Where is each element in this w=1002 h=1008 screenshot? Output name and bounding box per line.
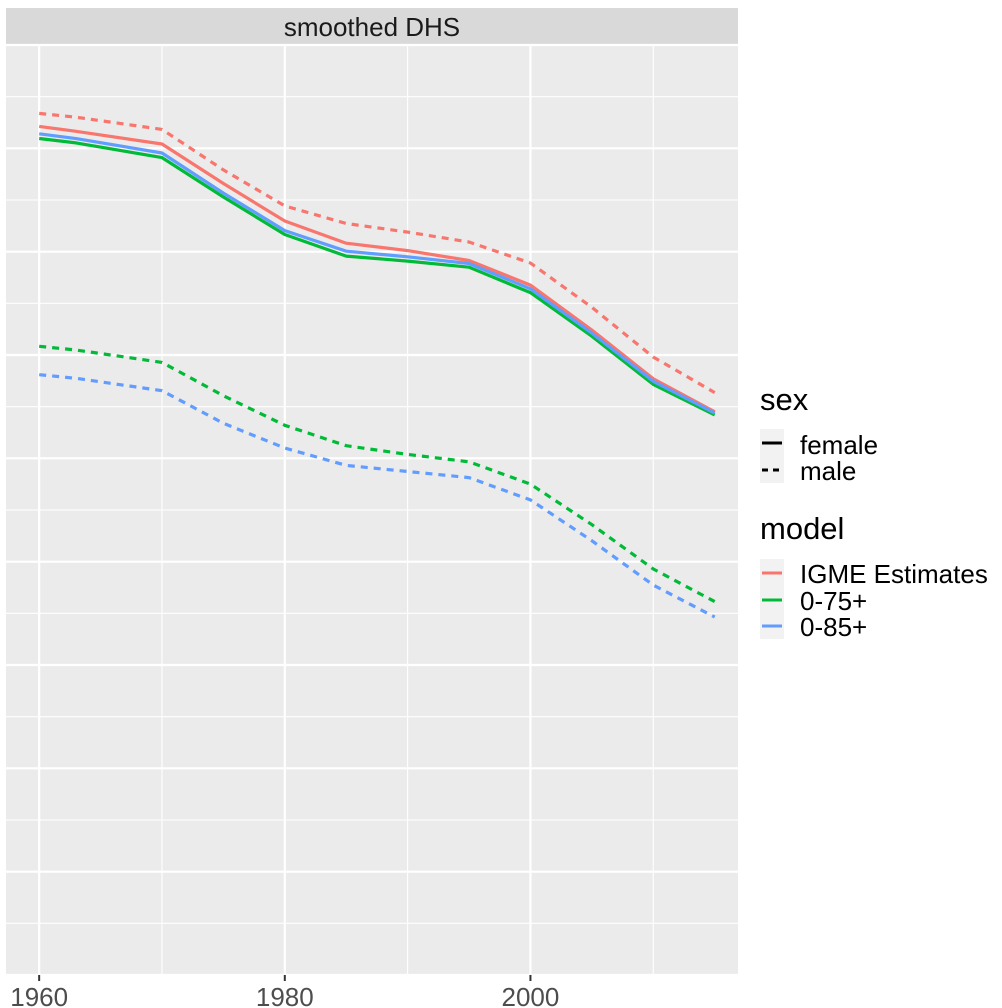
legend-key-bg — [760, 429, 784, 483]
legend-sex: sex female male — [760, 382, 878, 486]
x-axis-ticks — [38, 975, 532, 981]
facet-strip-title: smoothed DHS — [284, 12, 460, 42]
legend-sex-female-label: female — [800, 430, 878, 460]
x-minor-gridlines — [161, 45, 654, 975]
series-line-0-75-male — [39, 344, 716, 604]
legend: sex female male model IGME Estimates 0-7… — [760, 382, 988, 642]
legend-model-0-85-label: 0-85+ — [800, 612, 867, 642]
legend-sex-title: sex — [760, 382, 809, 417]
y-minor-gridlines — [6, 96, 738, 924]
x-tick-label: 1960 — [10, 982, 68, 1008]
series-line-0-85-male — [39, 373, 716, 619]
series-line-igme-estimates-male — [39, 111, 716, 394]
legend-model-0-75-label: 0-75+ — [800, 586, 867, 616]
x-tick-label: 2000 — [502, 982, 560, 1008]
legend-model: model IGME Estimates 0-75+ 0-85+ — [760, 511, 988, 642]
series-lines — [38, 111, 716, 619]
x-axis-tick-labels: 1960 1980 2000 — [10, 982, 559, 1008]
series-line-igme-estimates-female — [38, 124, 716, 414]
legend-sex-male-label: male — [800, 456, 856, 486]
x-tick-label: 1980 — [256, 982, 314, 1008]
facet-strip — [6, 8, 738, 45]
series-line-0-75-female — [39, 136, 716, 417]
series-line-0-85-female — [38, 132, 716, 415]
legend-model-title: model — [760, 511, 844, 546]
x-major-gridlines — [38, 45, 532, 975]
legend-model-igme-label: IGME Estimates — [800, 559, 988, 589]
